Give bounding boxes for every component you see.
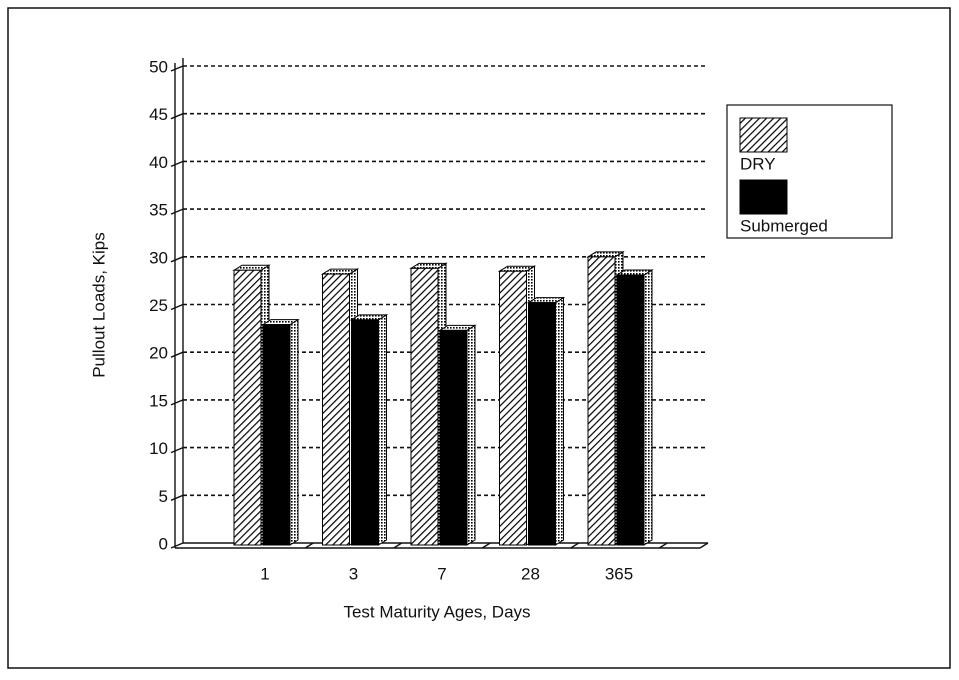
bar (587, 256, 616, 546)
x-tick-label: 1 (260, 564, 269, 583)
tick-mark (170, 446, 184, 454)
bar (322, 273, 350, 546)
legend-label: Submerged (740, 216, 828, 235)
tick-mark (170, 303, 184, 311)
frame (7, 7, 951, 669)
bar-side (555, 296, 564, 546)
x-tick-label: 3 (349, 564, 358, 583)
bar-side (466, 324, 476, 546)
y-tick-label: 50 (149, 57, 168, 76)
tick-mark (170, 351, 184, 358)
y-tick-label: 30 (149, 248, 168, 267)
x-tick-mark (570, 542, 580, 549)
bar (616, 274, 645, 546)
x-tick-mark (481, 542, 491, 549)
tick-mark (170, 256, 184, 263)
bar (351, 319, 379, 546)
y-tick-label: 10 (149, 439, 168, 458)
y-tick-label: 20 (149, 344, 168, 363)
bar (439, 329, 468, 546)
tick-mark (170, 494, 184, 501)
bar-side (289, 318, 299, 546)
x-tick-label: 28 (521, 564, 540, 583)
y-tick-label: 0 (159, 534, 168, 553)
y-tick-label: 40 (149, 153, 168, 172)
y-tick-label: 35 (149, 201, 168, 220)
tick-mark (170, 542, 184, 549)
legend-swatch (739, 117, 788, 153)
y-tick-label: 15 (149, 391, 168, 410)
tick-mark (170, 208, 184, 215)
x-axis-title: Test Maturity Ages, Days (343, 602, 530, 621)
y-tick-label: 45 (149, 105, 168, 124)
bar (262, 324, 291, 546)
tick-mark (170, 160, 184, 168)
x-tick-mark (658, 542, 668, 549)
bar (528, 302, 556, 546)
bar (410, 267, 439, 546)
x-tick-mark (304, 542, 314, 549)
tick-mark (170, 113, 184, 120)
x-axis-end (699, 542, 709, 549)
x-tick-label: 365 (605, 564, 633, 583)
y-axis-title: Pullout Loads, Kips (89, 232, 108, 378)
legend-swatch (739, 179, 788, 215)
bar (233, 269, 262, 546)
legend-label: DRY (740, 154, 776, 173)
tick-mark (170, 65, 184, 72)
y-tick-label: 25 (149, 296, 168, 315)
bar-side (378, 313, 387, 546)
x-tick-mark (393, 542, 403, 549)
bar-side (643, 269, 653, 546)
y-tick-label: 5 (159, 487, 168, 506)
bar (499, 270, 527, 546)
tick-mark (170, 399, 184, 406)
x-tick-label: 7 (437, 564, 446, 583)
